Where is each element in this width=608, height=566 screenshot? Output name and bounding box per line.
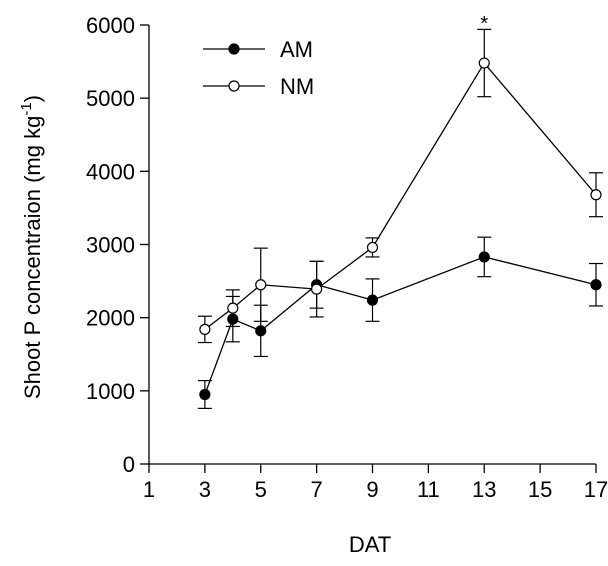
legend-label-nm: NM [280,74,314,99]
series-am [197,236,603,409]
annotation-layer: * [480,13,488,35]
y-tick-label: 5000 [86,86,135,111]
data-point-am [366,294,379,306]
x-tick-label: 11 [417,477,440,502]
y-axis-label-main: Shoot P concentraion (mg kg [20,116,45,399]
data-point-am [478,251,490,263]
y-axis-label-exponent: -1 [18,102,35,115]
data-point-nm [366,241,379,254]
data-point-nm [590,189,602,201]
data-point-am [590,279,602,291]
x-tick-label: 17 [584,477,608,502]
y-tick-label: 1000 [86,379,135,404]
data-point-nm [478,57,490,69]
data-point-nm [199,323,211,335]
legend-marker-am [228,43,240,55]
data-point-am [255,325,267,337]
y-tick-label: 3000 [86,233,135,258]
series-line-am [204,256,597,395]
data-point-nm [311,283,323,295]
x-tick-label: 7 [311,477,323,502]
data-point-am [199,388,211,401]
x-tick-label: 15 [528,477,552,502]
x-tick-label: 5 [255,477,267,502]
x-tick-label: 9 [366,477,378,502]
x-axis-label: DAT [349,532,391,557]
legend-item-nm: NM [203,74,314,99]
y-tick-label: 4000 [86,159,135,184]
y-axis-label-close: ) [20,95,45,102]
y-tick-label: 0 [123,452,135,477]
legend: AM NM [203,37,314,99]
series-nm [197,28,603,344]
legend-marker-nm [228,80,240,92]
y-axis-ticks: 0 1000 2000 3000 4000 5000 6000 [86,13,149,477]
y-tick-label: 6000 [86,13,135,38]
data-point-nm [227,302,239,314]
x-tick-label: 13 [472,477,496,502]
significance-asterisk: * [480,13,488,35]
y-tick-label: 2000 [86,306,135,331]
legend-label-am: AM [280,37,313,62]
x-tick-label: 1 [143,477,155,502]
y-axis-label: Shoot P concentraion (mg kg-1) [18,95,45,399]
data-point-nm [255,279,267,291]
series-layer [197,28,603,409]
legend-item-am: AM [203,37,313,62]
x-axis-ticks: 1 3 5 7 9 11 13 15 17 [143,464,608,502]
x-tick-label: 3 [199,477,211,502]
